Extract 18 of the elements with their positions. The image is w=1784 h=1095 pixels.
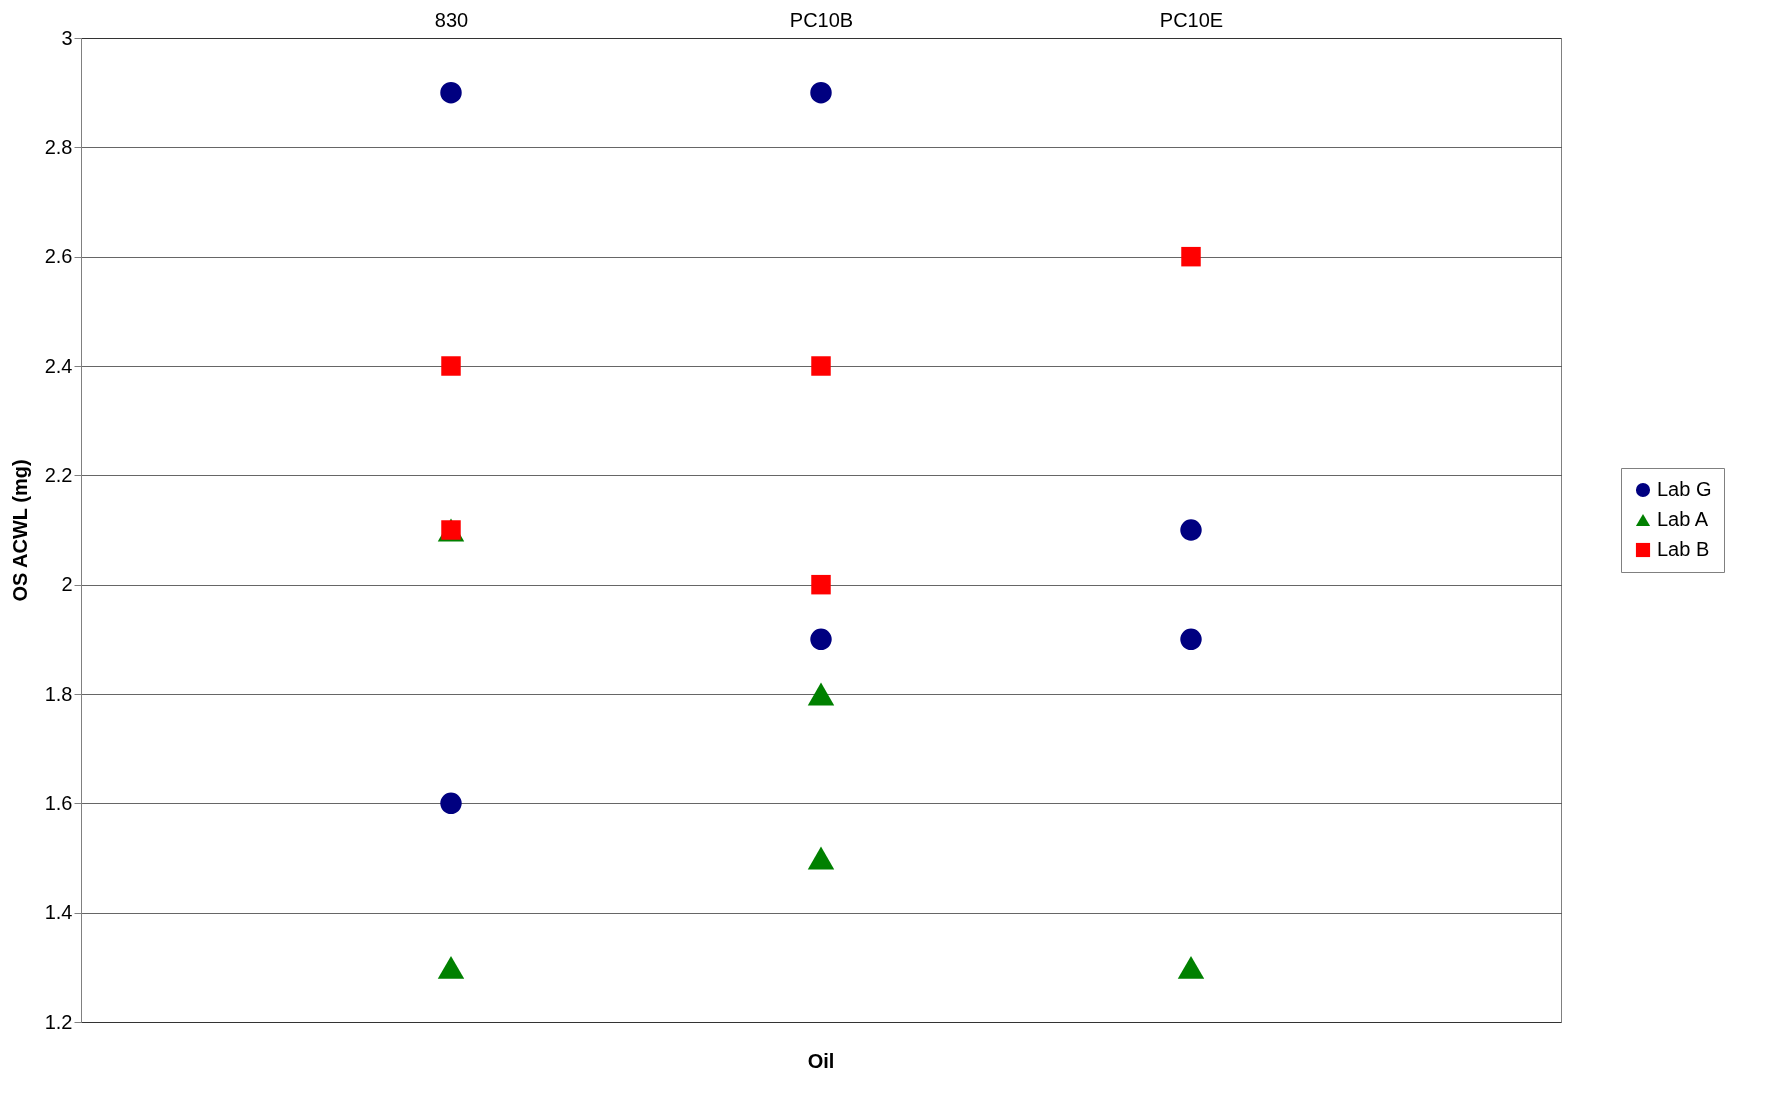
x-tick-label: 830 xyxy=(434,8,469,31)
x-tick-label: PC10E xyxy=(1159,8,1224,31)
y-tick-label: 2.8 xyxy=(44,135,73,158)
legend-label: Lab G xyxy=(1657,478,1712,500)
y-tick-label: 3 xyxy=(61,26,73,49)
x-tick-label: PC10B xyxy=(789,8,854,31)
y-tick-label: 2.6 xyxy=(44,245,73,268)
y-tick-label: 1.6 xyxy=(44,791,73,814)
y-tick-label: 1.8 xyxy=(44,682,73,705)
y-tick-label: 1.2 xyxy=(44,1010,73,1033)
y-tick-label: 2.2 xyxy=(44,463,73,486)
y-tick-label: 1.4 xyxy=(44,901,73,924)
y-axis-title: OS ACWL (mg) xyxy=(8,459,31,602)
legend-label: Lab B xyxy=(1657,538,1710,560)
y-tick-label: 2.4 xyxy=(44,354,73,377)
y-tick-label: 2 xyxy=(61,573,73,596)
legend-label: Lab A xyxy=(1657,508,1709,530)
x-axis-title: Oil xyxy=(807,1050,835,1072)
